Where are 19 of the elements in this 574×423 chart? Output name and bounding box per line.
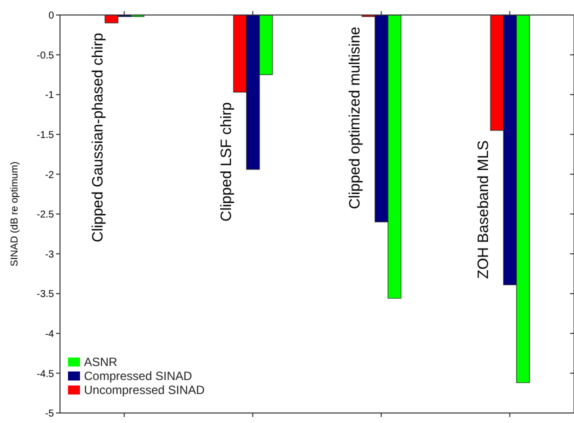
y-tick-label: -4 (45, 328, 54, 340)
y-tick-label: -2 (45, 170, 54, 181)
y-tick-label: -5 (45, 408, 54, 420)
y-tick-label: 0 (48, 10, 54, 22)
y-tick-label: -4.5 (36, 368, 54, 380)
x-tick-label: ZOH Baseband MLS (475, 140, 492, 279)
y-tick-label: -3.5 (36, 289, 54, 300)
y-tick-label: -3 (45, 249, 54, 260)
legend-label: Uncompressed SINAD (84, 383, 205, 397)
x-tick-label: Clipped LSF chirp (218, 102, 236, 222)
y-tick-label: -1.5 (36, 130, 54, 141)
legend-label: Compressed SINAD (84, 369, 192, 383)
x-tick-label: Clipped Gaussian-phased chirp (90, 32, 107, 242)
y-tick-label: -2.5 (36, 210, 54, 221)
x-tick-label: Clipped optimized multisine (346, 26, 364, 210)
y-tick-label: -1 (45, 90, 54, 102)
legend-label: ASNR (84, 355, 118, 369)
y-tick-label: -0.5 (36, 50, 54, 62)
y-axis-title: SINAD (dB re optimum) (10, 161, 21, 267)
